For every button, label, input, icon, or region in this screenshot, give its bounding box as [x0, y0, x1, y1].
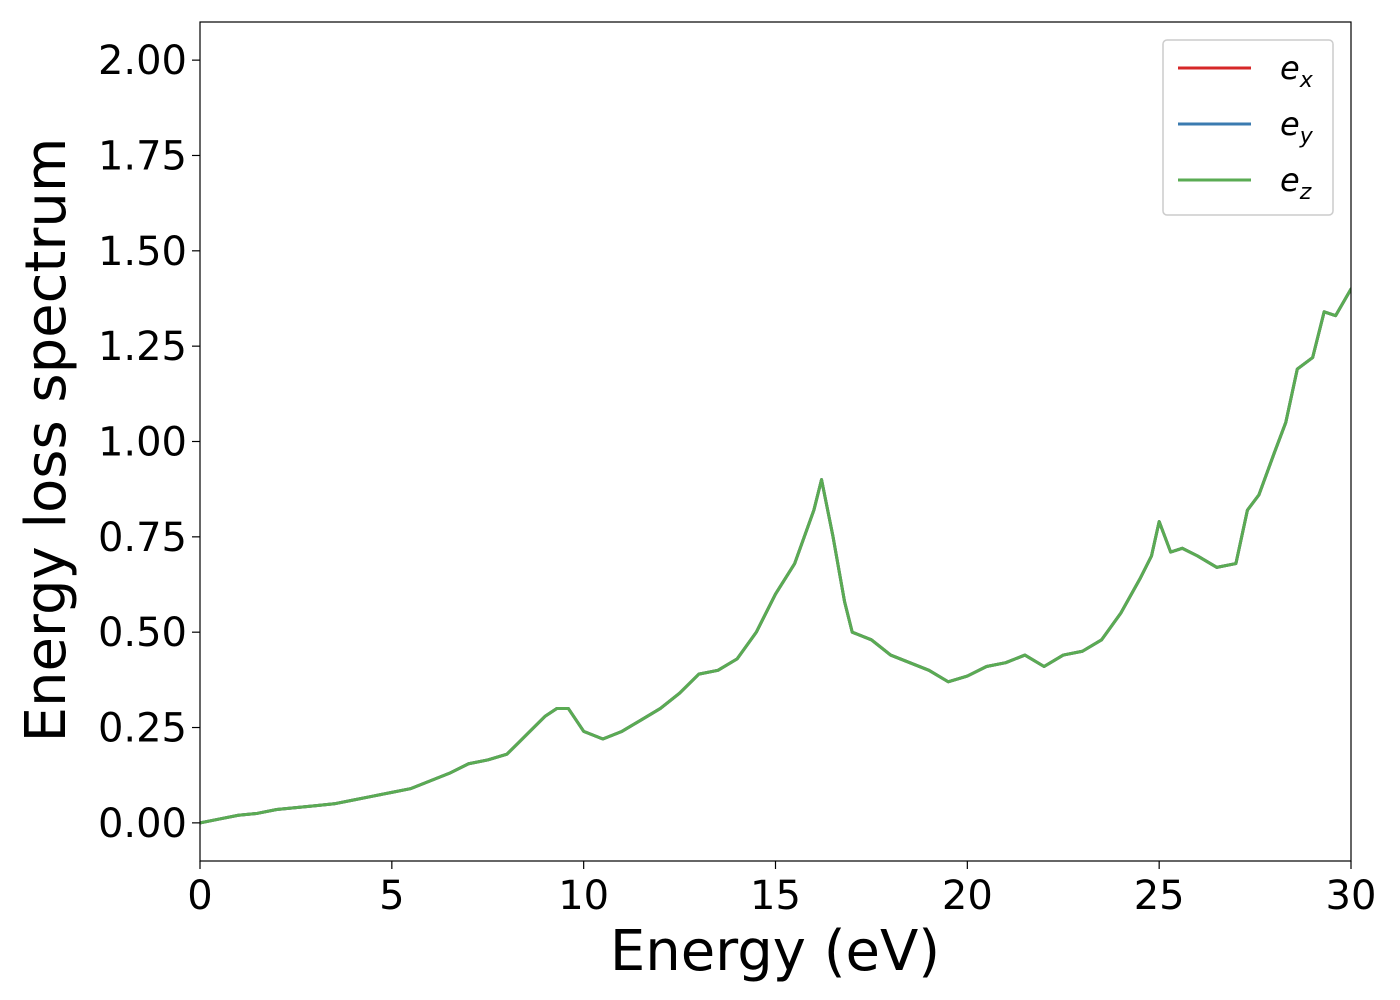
plot-area: [200, 287, 1351, 825]
x-tick-label: 15: [750, 873, 801, 919]
y-axis-title: Energy loss spectrum: [14, 138, 79, 743]
legend: ex ey ez: [1162, 39, 1334, 216]
y-tick-label: 0.75: [98, 515, 187, 561]
x-axis-title: Energy (eV): [610, 919, 940, 984]
y-tick-label: 1.75: [98, 133, 187, 179]
axes: 0 5 10 15 20 25 30 0.00 0.25 0.50 0.75 1.00 1.25 1.50…: [98, 21, 1377, 919]
x-tick-label: 20: [942, 873, 993, 919]
y-tick-label: 2.00: [98, 38, 187, 84]
x-tick-label: 5: [379, 873, 404, 919]
x-tick-label: 30: [1326, 873, 1377, 919]
x-tick-label: 25: [1134, 873, 1185, 919]
y-tick-label: 0.00: [98, 801, 187, 847]
legend-label-e-x: ex: [1280, 49, 1314, 93]
legend-box: [1162, 39, 1334, 216]
y-tick-label: 0.50: [98, 610, 187, 656]
legend-label-e-z: ez: [1280, 161, 1312, 205]
y-tick-label: 0.25: [98, 706, 187, 752]
legend-label-e-y: ey: [1280, 105, 1314, 149]
x-tick-label: 10: [558, 873, 609, 919]
y-tick-label: 1.25: [98, 324, 187, 370]
y-tick-label: 1.00: [98, 420, 187, 466]
series-line-e-z: [200, 287, 1351, 825]
y-tick-label: 1.50: [98, 229, 187, 275]
x-tick-label: 0: [187, 873, 212, 919]
